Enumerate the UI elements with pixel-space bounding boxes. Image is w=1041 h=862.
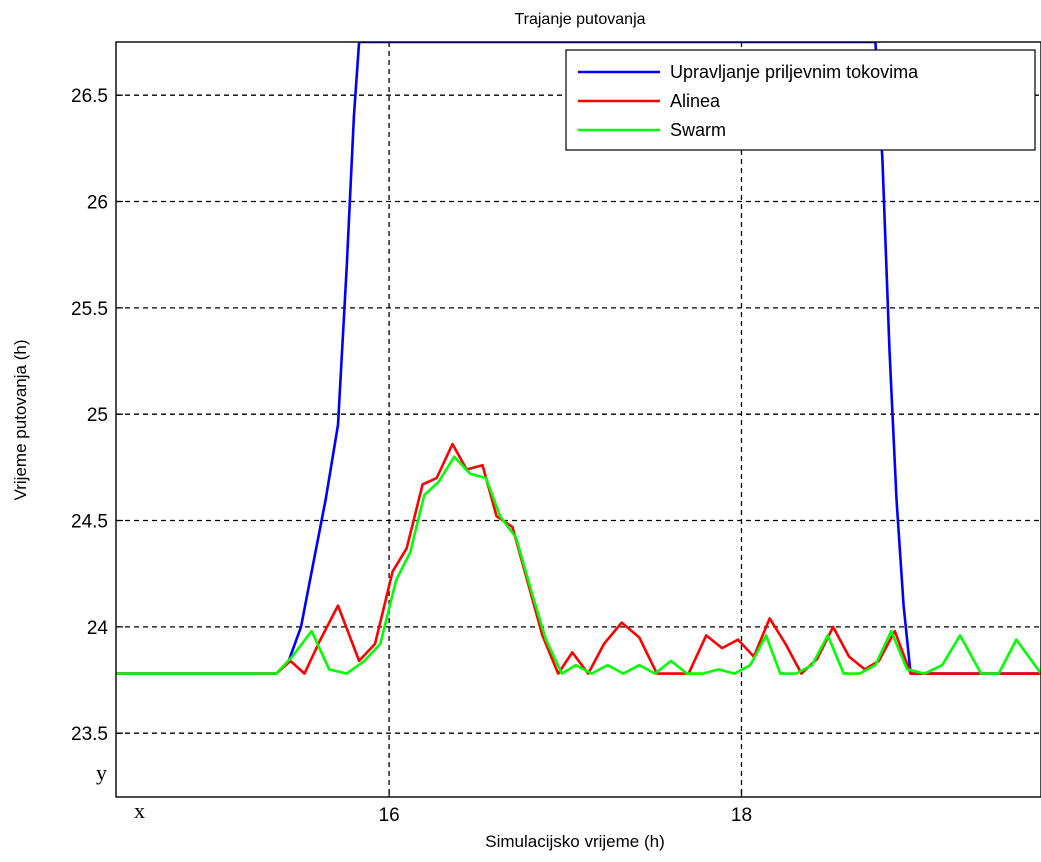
y-tick-label: 26.5 <box>71 86 108 107</box>
legend-label: Alinea <box>670 91 721 111</box>
chart-title: Trajanje putovanja <box>514 11 645 28</box>
chart-legend: Upravljanje priljevnim tokovima Alinea Swa… <box>565 49 1036 151</box>
series-line <box>116 442 1041 675</box>
corner-label-x: x <box>134 798 145 823</box>
tick-layer: 23.5 24 24.5 25 25.5 26 26.5 16 18 <box>71 86 752 826</box>
y-tick-label: 26 <box>87 193 108 214</box>
series-layer <box>116 42 1041 675</box>
grid-layer <box>116 42 1041 797</box>
y-tick-label: 23.5 <box>71 724 108 745</box>
y-tick-label: 24.5 <box>71 512 108 533</box>
y-tick-label: 25.5 <box>71 299 108 320</box>
x-tick-label: 18 <box>731 805 752 826</box>
y-axis-label: Vrijeme putovanja (h) <box>11 340 30 501</box>
y-tick-label: 25 <box>87 405 108 426</box>
legend-label: Swarm <box>670 120 726 140</box>
series-line <box>116 42 1041 675</box>
y-tick-label: 24 <box>87 618 109 639</box>
corner-label-y: y <box>96 760 107 785</box>
series-line <box>116 455 1041 675</box>
x-tick-label: 16 <box>379 805 400 826</box>
legend-label: Upravljanje priljevnim tokovima <box>670 62 919 82</box>
plot-frame <box>115 41 1041 798</box>
x-axis-label: Simulacijsko vrijeme (h) <box>485 832 664 851</box>
